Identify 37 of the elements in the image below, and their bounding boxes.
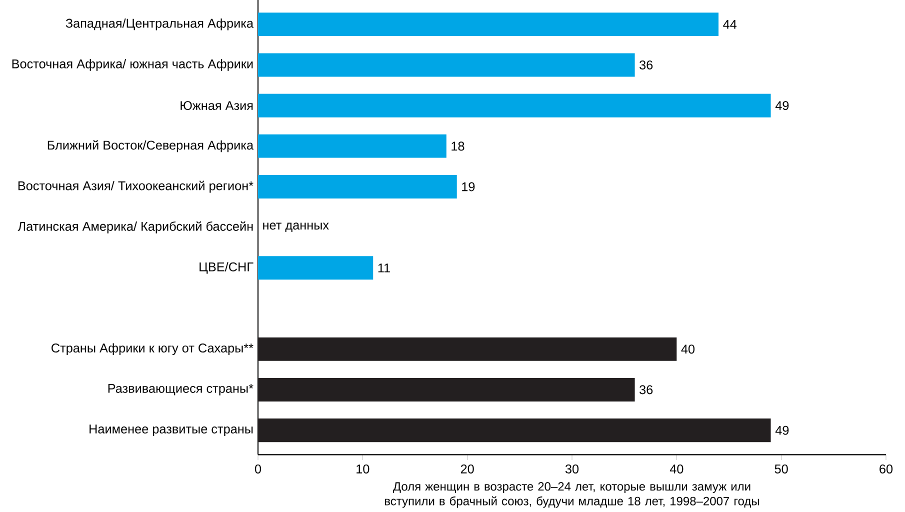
- data-label: 11: [378, 264, 390, 272]
- data-label: 19: [462, 182, 475, 192]
- bar: [258, 256, 374, 280]
- data-label: 36: [640, 60, 653, 70]
- y-tick-label: Страны Африки к югу от Сахары**: [52, 343, 254, 356]
- data-label: 49: [775, 101, 789, 110]
- y-tick-label: Ближний Восток/Северная Африка: [48, 140, 254, 152]
- data-label: 18: [452, 142, 464, 151]
- x-tick-label: 0: [254, 464, 262, 474]
- y-tick-label: Латинская Америка/ Карибский бассейн: [18, 221, 253, 234]
- data-label: 44: [723, 20, 737, 29]
- y-tick-label: Развивающиеся страны*: [108, 384, 254, 396]
- y-tick-label: Западная/Центральная Африка: [66, 18, 254, 30]
- y-tick-label: ЦВЕ/СНГ: [200, 262, 254, 274]
- bar: [258, 337, 677, 361]
- data-label: 36: [640, 385, 653, 394]
- x-tick-label: 10: [356, 464, 370, 474]
- data-label: 40: [681, 344, 695, 354]
- y-tick-label: Наименее развитые страны: [90, 424, 253, 436]
- bar: [258, 94, 771, 118]
- y-tick-label: Восточная Африка/ южная часть Африки: [12, 59, 253, 71]
- x-tick-label: 30: [565, 464, 579, 474]
- data-label: 49: [775, 426, 789, 435]
- x-tick-label: 40: [670, 464, 684, 474]
- x-tick-label: 50: [774, 464, 788, 474]
- x-tick-label: 20: [460, 464, 474, 474]
- y-tick-label: Южная Азия: [180, 101, 253, 110]
- x-axis-title: Доля женщин в возрасте 20–24 лет, которые вышли замуж или вступили в брачный союз, будучи младше 18 лет, 1998–2007 годы: [384, 482, 759, 508]
- y-tick-label: Восточная Азия/ Тихоокеанский регион*: [18, 180, 254, 193]
- x-tick-label: 60: [880, 464, 893, 474]
- bar: [258, 378, 635, 402]
- bar: [258, 53, 635, 77]
- bar: [258, 12, 719, 36]
- bar: [258, 418, 771, 442]
- text: нет данных: [263, 222, 329, 232]
- bar: [258, 134, 446, 158]
- bar: [258, 174, 457, 199]
